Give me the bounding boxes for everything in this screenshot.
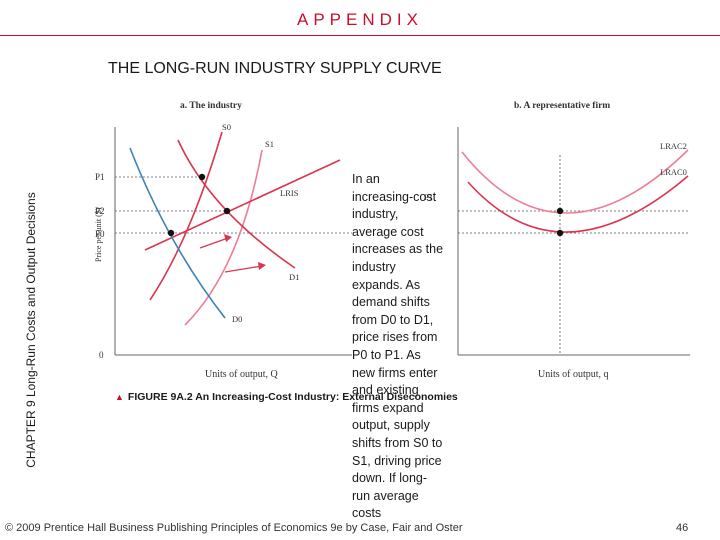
panel-b-title: b. A representative firm	[514, 101, 610, 111]
price-label-p0: P0	[95, 229, 105, 239]
label-s1: S1	[265, 139, 274, 149]
shift-arrowhead-upper	[224, 234, 232, 242]
y-axis-label: Price per unit ($)	[94, 207, 103, 262]
slide-title: THE LONG-RUN INDUSTRY SUPPLY CURVE	[108, 60, 442, 77]
firm-point-lrac0	[556, 229, 564, 237]
demand-curve-d0	[129, 147, 226, 319]
x-axis-label-b: Units of output, q	[538, 369, 609, 380]
label-d1: D1	[289, 272, 299, 282]
origin-label: 0	[99, 350, 104, 360]
label-lris: LRIS	[280, 188, 299, 198]
label-s0: S0	[222, 122, 231, 132]
figure-caption: ▲ FIGURE 9A.2 An Increasing-Cost Industry…	[115, 391, 458, 403]
label-lrac0: LRAC0	[660, 167, 687, 177]
equilibrium-point-p2	[223, 207, 231, 215]
shift-arrow-upper	[199, 237, 229, 249]
page-number: 46	[676, 522, 689, 534]
supply-curve-s1	[184, 149, 263, 326]
shift-arrowhead-lower	[258, 262, 266, 270]
header-rule	[0, 35, 720, 36]
lris-curve	[144, 159, 341, 251]
equilibrium-point-p1	[198, 173, 206, 181]
price-label-p2: P2	[95, 206, 105, 216]
caption-marker-icon: ▲	[115, 392, 124, 402]
lrac0-curve	[467, 175, 689, 233]
price-label-p1: P1	[95, 172, 105, 182]
x-axis-label-a: Units of output, Q	[205, 369, 279, 380]
label-lrac2: LRAC2	[660, 141, 687, 151]
demand-curve-d1	[177, 139, 296, 269]
caption-text: FIGURE 9A.2 An Increasing-Cost Industry:…	[127, 391, 458, 403]
appendix-heading: APPENDIX	[297, 10, 423, 29]
firm-point-lrac2	[556, 207, 564, 215]
shift-arrow-lower	[224, 265, 263, 273]
equilibrium-point-p0	[167, 229, 175, 237]
supply-curve-s0	[149, 131, 223, 301]
label-d0: D0	[232, 314, 242, 324]
footer-copyright: © 2009 Prentice Hall Business Publishing…	[5, 522, 463, 534]
explanation-text: In an increasing-cost industry, average …	[352, 172, 444, 521]
panel-a-title: a. The industry	[180, 101, 242, 111]
label-firm-p1: P1	[424, 192, 433, 202]
lrac2-curve	[461, 149, 689, 214]
